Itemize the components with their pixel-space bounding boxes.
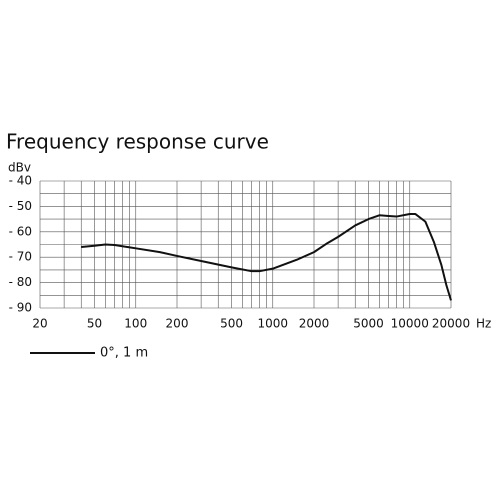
chart-title: Frequency response curve: [6, 130, 269, 154]
x-tick-label: 1000: [257, 317, 288, 331]
y-tick-label: - 90: [9, 301, 32, 315]
x-tick-label: 100: [124, 317, 147, 331]
x-tick-label: 50: [87, 317, 102, 331]
x-tick-label: 20000: [432, 317, 470, 331]
y-tick-label: - 70: [9, 250, 32, 264]
y-unit: dBv: [8, 161, 31, 175]
curve: [81, 213, 452, 301]
y-tick-label: - 40: [9, 174, 32, 188]
legend-label: 0°, 1 m: [100, 346, 148, 361]
y-tick-label: - 50: [9, 199, 32, 213]
x-tick-label: 10000: [391, 317, 429, 331]
x-tick-label: 200: [166, 317, 189, 331]
y-tick-label: - 80: [9, 275, 32, 289]
y-tick-label: - 60: [9, 224, 32, 238]
x-tick-label: 2000: [299, 317, 330, 331]
x-tick-label: 500: [220, 317, 243, 331]
x-unit: Hz: [476, 317, 491, 331]
x-tick-label: 20: [32, 317, 47, 331]
x-tick-label: 5000: [353, 317, 384, 331]
